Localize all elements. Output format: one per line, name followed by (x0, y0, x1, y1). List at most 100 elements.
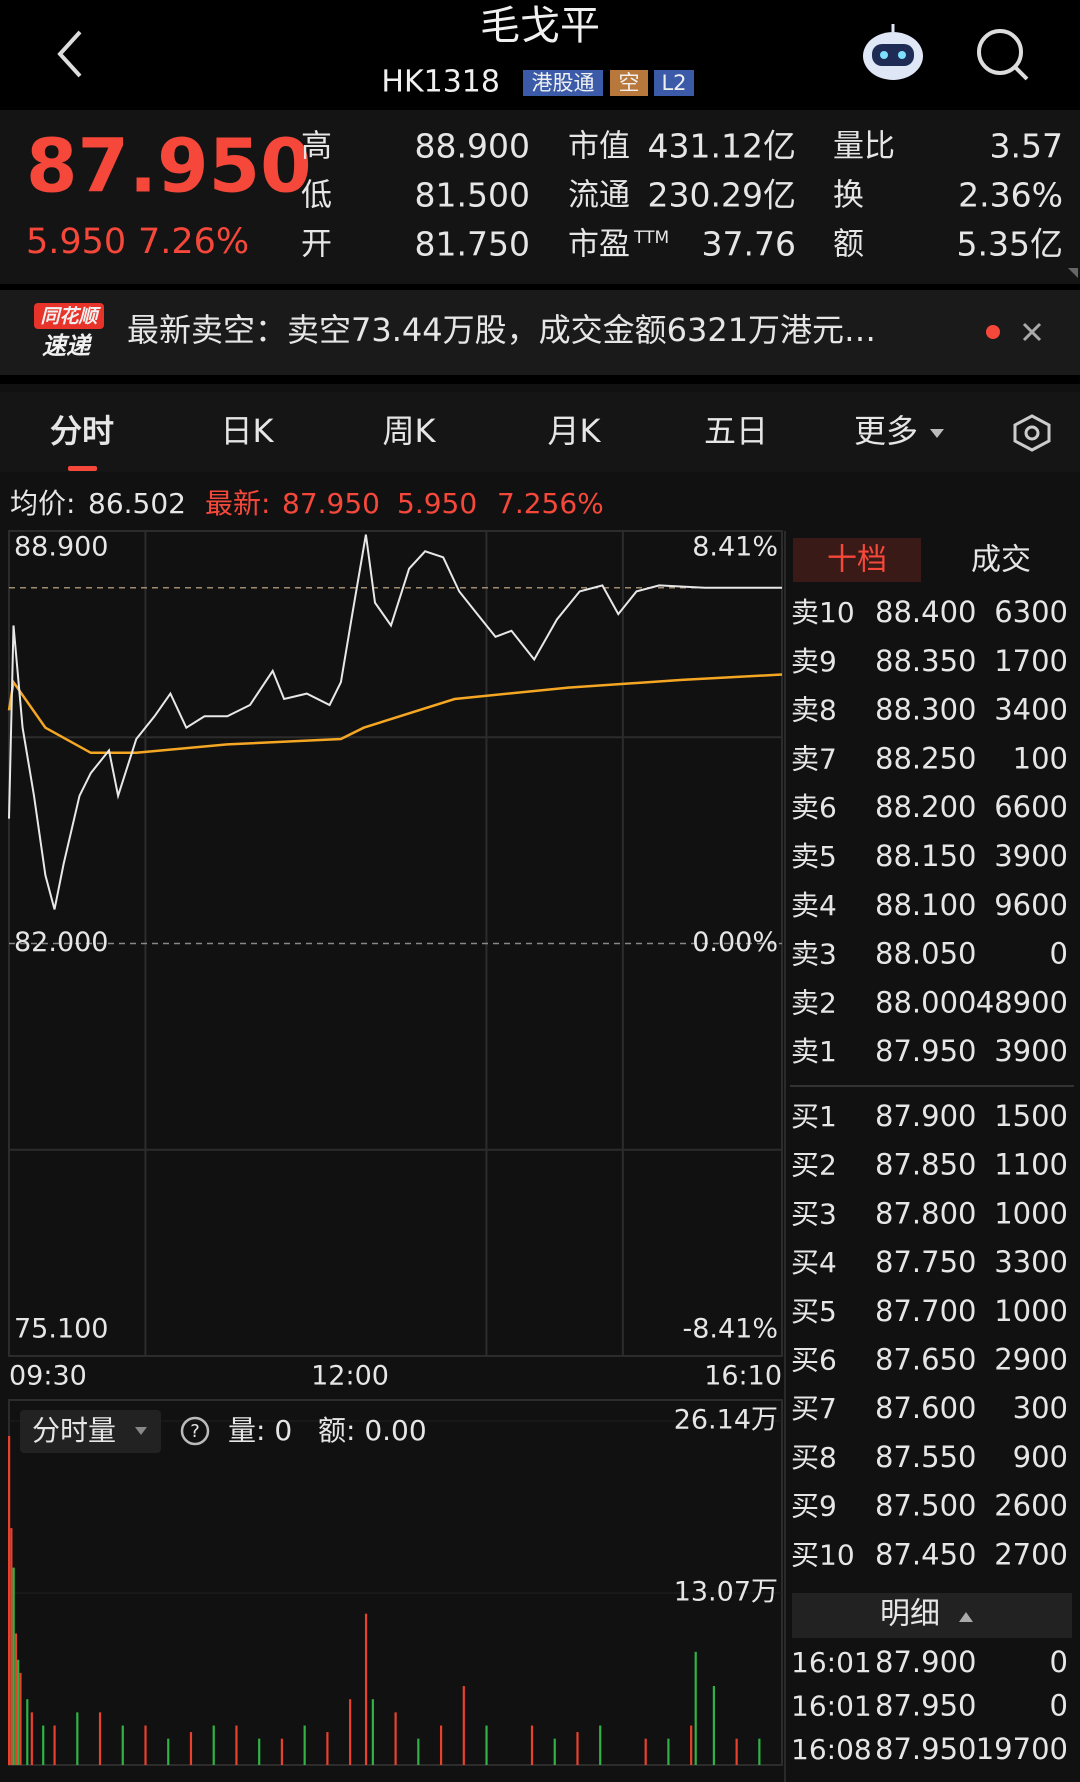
tab-indicator (68, 466, 97, 471)
row-volume: 19700 (976, 1732, 1068, 1766)
row-price: 88.400 (875, 595, 976, 629)
row-label: 卖7 (791, 742, 837, 775)
unread-dot (986, 325, 1000, 339)
row-volume: 6300 (994, 595, 1068, 629)
volume-bar (667, 1738, 670, 1765)
row-volume: 0 (1050, 1689, 1068, 1723)
avg-price-line (7, 673, 783, 755)
tab[interactable]: 周K (383, 412, 437, 450)
tab[interactable]: 月K (548, 412, 602, 450)
row-price: 87.800 (875, 1196, 976, 1230)
price-change-pct: 7.26% (138, 222, 249, 262)
row-price: 87.500 (875, 1489, 976, 1523)
tab[interactable]: 更多 (854, 412, 918, 450)
volume-bar (12, 1567, 15, 1765)
search-icon[interactable] (977, 29, 1029, 81)
help-mark: ? (190, 1421, 200, 1442)
settings-icon[interactable] (1013, 414, 1051, 452)
stat-label: 开 (301, 227, 332, 263)
quote-bg (0, 110, 1080, 284)
book-tab-active-bg (793, 538, 921, 582)
row-volume: 1100 (994, 1148, 1068, 1182)
y2-tick-label: 0.00% (692, 927, 778, 958)
volume-bar (485, 1725, 488, 1765)
collapse-arrow (959, 1612, 973, 1622)
volume-bar (8, 1436, 11, 1765)
news-badge (34, 303, 104, 359)
row-price: 87.950 (875, 1034, 976, 1068)
row-label: 卖2 (791, 986, 837, 1019)
volume-bar (364, 1613, 368, 1765)
price-line (8, 534, 782, 910)
row-label: 买5 (791, 1295, 837, 1328)
trades-title[interactable]: 明细 (880, 1597, 940, 1632)
row-label: 卖5 (791, 840, 837, 873)
tab[interactable]: 五日 (704, 412, 768, 450)
volume-bar (212, 1725, 215, 1765)
volume-tick-label: 26.14万 (674, 1405, 778, 1436)
volume-bar (417, 1738, 420, 1765)
stat-label: 低 (301, 178, 332, 214)
tabs-bg (0, 392, 1080, 472)
row-price: 88.350 (875, 644, 976, 678)
volume-amount: 额: 0.00 (318, 1414, 427, 1447)
row-price: 87.950 (875, 1732, 976, 1766)
book-tab[interactable]: 十档 (827, 543, 887, 578)
trades-list: 16:01 87.900 016:01 87.950 016:08 87.950 19700 (791, 1645, 1068, 1766)
volume-bar (371, 1699, 374, 1765)
stat-value: 230.29亿 (648, 176, 796, 215)
stat-value: 431.12亿 (648, 127, 796, 166)
stat-label: 流通 (568, 178, 630, 214)
row-label: 卖8 (791, 694, 837, 727)
badge: 空 (619, 71, 640, 95)
row-price: 88.200 (875, 790, 976, 824)
content-bg (0, 384, 1080, 1782)
row-volume: 2700 (994, 1537, 1068, 1571)
last-price: 87.950 (26, 124, 312, 210)
badge-bg (654, 70, 694, 96)
stat-label: 市盈 (568, 227, 630, 263)
volume-bar (599, 1725, 602, 1765)
volume-bar (189, 1732, 193, 1765)
volume-bar (14, 1633, 18, 1765)
volume-bar (17, 1659, 20, 1765)
price-change: 5.950 (26, 222, 126, 262)
volume-bar (121, 1725, 124, 1765)
volume-bar (439, 1725, 443, 1765)
volume-dropdown[interactable] (20, 1410, 161, 1453)
intraday-chart: 88.900 82.000 75.100 8.41% 0.00% -8.41% 09:30 1… (7, 530, 783, 1392)
news-text[interactable]: 最新卖空：卖空73.44万股，成交金额6321万港元… (127, 311, 876, 349)
y2-tick-label: -8.41% (682, 1314, 778, 1345)
row-price: 87.900 (875, 1099, 976, 1133)
row-volume: 2900 (994, 1343, 1068, 1377)
help-icon[interactable] (180, 1416, 210, 1446)
volume-bar (53, 1725, 56, 1765)
row-volume: 0 (1050, 1645, 1068, 1679)
tab[interactable]: 分时 (50, 412, 114, 450)
stat-label-sup: TTM (633, 228, 669, 248)
row-price: 87.900 (875, 1645, 976, 1679)
stat-value: 81.750 (415, 225, 530, 264)
book-tab[interactable]: 成交 (971, 543, 1031, 578)
row-price: 87.950 (875, 1689, 976, 1723)
news-badge-bottom: 速递 (42, 332, 93, 360)
close-news[interactable] (1022, 322, 1042, 342)
y2-tick-label: 8.41% (692, 532, 778, 563)
stat-value: 5.35亿 (957, 225, 1063, 264)
back-button[interactable] (57, 30, 82, 78)
volume-bar (144, 1725, 147, 1765)
volume-bar (167, 1738, 170, 1765)
row-label: 买4 (791, 1246, 837, 1279)
corner-mark (1068, 268, 1078, 278)
volume-bar (280, 1738, 284, 1765)
tab[interactable]: 日K (221, 412, 275, 450)
row-volume: 3900 (994, 839, 1068, 873)
stat-label: 额 (833, 227, 864, 263)
x-tick-label: 09:30 (9, 1361, 87, 1392)
assistant-icon[interactable] (863, 24, 923, 80)
stock-code: HK1318 (381, 65, 500, 100)
dropdown-arrow (135, 1427, 147, 1435)
volume-bar (98, 1712, 102, 1765)
volume-bar (694, 1651, 697, 1765)
